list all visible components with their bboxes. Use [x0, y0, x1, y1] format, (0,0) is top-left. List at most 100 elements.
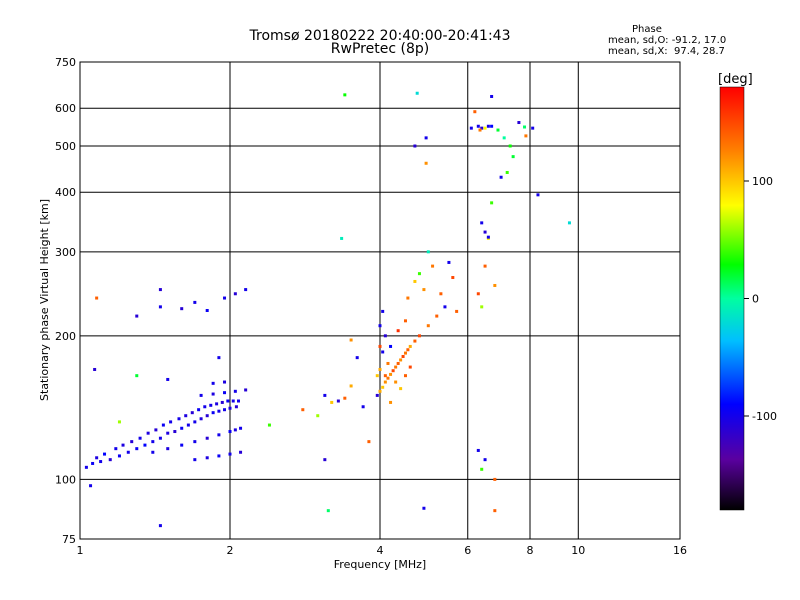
data-point [180, 307, 184, 311]
data-point [486, 235, 490, 239]
data-point [186, 423, 190, 427]
data-point [340, 236, 344, 240]
data-point [326, 509, 330, 513]
data-point [95, 456, 99, 460]
data-point [426, 324, 430, 328]
data-point [197, 408, 201, 412]
data-point [523, 125, 527, 129]
y-tick-label: 300 [55, 246, 76, 259]
data-point [220, 400, 224, 404]
data-point [190, 411, 194, 415]
data-point [381, 350, 385, 354]
data-point [381, 385, 385, 389]
colorbar-ticks: 100 0 -100 [744, 175, 777, 423]
data-point [483, 230, 487, 234]
data-point [239, 450, 243, 454]
y-tick-label: 500 [55, 140, 76, 153]
data-point [228, 430, 232, 434]
data-point [211, 392, 215, 396]
data-point [135, 314, 139, 318]
data-point [476, 292, 480, 296]
data-point [383, 380, 387, 384]
data-point [478, 128, 482, 132]
data-point [154, 428, 158, 432]
data-point [166, 431, 170, 435]
y-tick-label: 200 [55, 330, 76, 343]
data-point [396, 329, 400, 333]
colorbar-tick-label: -100 [752, 410, 777, 423]
data-point [361, 405, 365, 409]
data-point [406, 296, 410, 300]
data-point [417, 272, 421, 276]
data-point [177, 417, 181, 421]
data-point [205, 414, 209, 418]
data-point [480, 305, 484, 309]
data-point [431, 264, 435, 268]
data-point [233, 292, 237, 296]
data-point [130, 440, 134, 444]
data-point [223, 296, 227, 300]
data-point [511, 155, 515, 159]
data-point [205, 308, 209, 312]
data-point [180, 443, 184, 447]
data-point [505, 170, 509, 174]
data-point [95, 296, 99, 300]
data-point [401, 354, 405, 358]
data-point [496, 128, 500, 132]
data-point [443, 305, 447, 309]
data-point [480, 126, 484, 130]
data-point [389, 372, 393, 376]
data-point [439, 292, 443, 296]
data-point [476, 448, 480, 452]
data-point [394, 365, 398, 369]
data-point [422, 288, 426, 292]
data-point [408, 344, 412, 348]
data-point [386, 376, 390, 380]
data-point [386, 361, 390, 365]
data-point [378, 344, 382, 348]
data-point [135, 447, 139, 451]
data-point [486, 124, 490, 128]
data-point [396, 361, 400, 365]
data-point [180, 426, 184, 430]
data-point [469, 126, 473, 130]
x-tick-label: 1 [77, 544, 84, 557]
data-point [389, 344, 393, 348]
data-point [378, 324, 382, 328]
data-point [381, 309, 385, 313]
data-point [193, 420, 197, 424]
chart-subtitle: RwPretec (8p) [330, 41, 430, 57]
data-point [117, 420, 121, 424]
data-point [483, 126, 487, 130]
data-point [231, 399, 235, 403]
data-point [422, 506, 426, 510]
data-point [413, 339, 417, 343]
data-point [205, 436, 209, 440]
data-point [531, 126, 535, 130]
data-point [158, 436, 162, 440]
plot-frame [79, 61, 681, 540]
y-axis-ticks: 75 100 200 300 400 500 600 750 [55, 56, 76, 546]
data-point [378, 367, 382, 371]
data-point [135, 374, 139, 378]
data-point [399, 358, 403, 362]
phase-colorbar [719, 86, 745, 511]
data-point [193, 300, 197, 304]
data-point [233, 389, 237, 393]
data-point [435, 314, 439, 318]
data-point [399, 387, 403, 391]
x-tick-label: 6 [464, 544, 471, 557]
data-point [93, 367, 97, 371]
data-point [349, 338, 353, 342]
data-point [103, 452, 107, 456]
data-point [199, 417, 203, 421]
data-point [223, 391, 227, 395]
data-point [391, 369, 395, 373]
data-point [483, 264, 487, 268]
data-point [473, 110, 477, 114]
data-point [217, 454, 221, 458]
data-point [408, 365, 412, 369]
data-point [244, 288, 248, 292]
data-point [490, 124, 494, 128]
